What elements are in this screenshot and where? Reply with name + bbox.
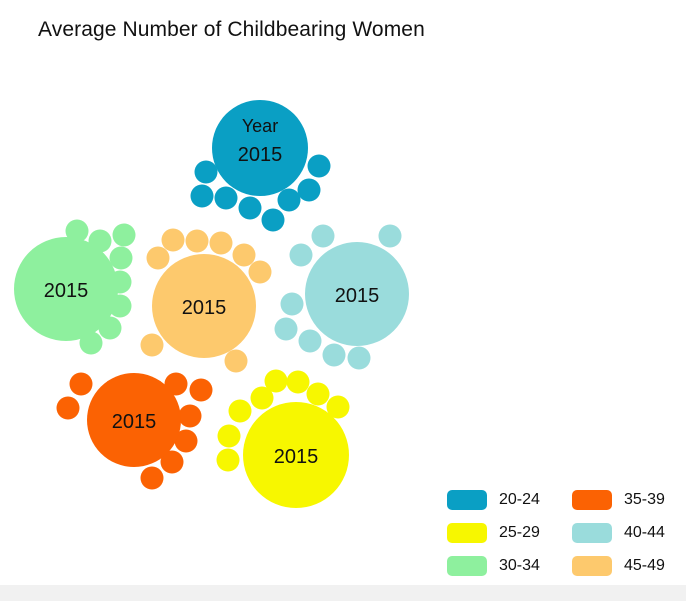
- main-bubble-30-34: [14, 237, 118, 341]
- legend-item-40-44: 40-44: [572, 521, 686, 544]
- bubble-group-25-29: 2015: [216, 369, 350, 508]
- small-bubble: [69, 372, 93, 396]
- legend-label: 35-39: [624, 490, 665, 508]
- small-bubble: [146, 246, 170, 270]
- bubble-year-label: 2015: [335, 285, 380, 307]
- small-bubble: [65, 219, 89, 243]
- main-bubble-25-29: [243, 402, 349, 508]
- legend-item-20-24: 20-24: [447, 488, 572, 511]
- small-bubble: [307, 154, 331, 178]
- small-bubble: [185, 229, 209, 253]
- bubble-year-label: 2015: [274, 446, 319, 468]
- small-bubble: [174, 429, 198, 453]
- small-bubble: [164, 372, 188, 396]
- year-heading-label: Year: [242, 116, 278, 136]
- chart-title: Average Number of Childbearing Women: [38, 18, 425, 41]
- small-bubble: [261, 208, 285, 232]
- legend-label: 25-29: [499, 523, 540, 541]
- small-bubble: [160, 450, 184, 474]
- small-bubble: [112, 223, 136, 247]
- legend-swatch-25-29: [447, 522, 487, 543]
- bubble-group-45-49: 2015: [140, 228, 272, 373]
- small-bubble: [209, 231, 233, 255]
- small-bubble: [277, 188, 301, 212]
- small-bubble: [161, 228, 185, 252]
- small-bubble: [250, 386, 274, 410]
- legend-label: 30-34: [499, 556, 540, 574]
- small-bubble: [306, 382, 330, 406]
- small-bubble: [189, 378, 213, 402]
- small-bubble: [298, 329, 322, 353]
- bubble-year-label: 2015: [44, 280, 89, 302]
- main-bubble-45-49: [152, 254, 256, 358]
- small-bubble: [228, 399, 252, 423]
- bubble-year-label: 2015: [238, 144, 283, 166]
- small-bubble: [274, 317, 298, 341]
- small-bubble: [289, 243, 313, 267]
- legend-swatch-20-24: [447, 489, 487, 510]
- bubble-year-label: 2015: [112, 411, 157, 433]
- small-bubble: [194, 160, 218, 184]
- bubble-group-35-39: 2015: [56, 372, 213, 490]
- small-bubble: [347, 346, 371, 370]
- small-bubble: [322, 343, 346, 367]
- legend-item-35-39: 35-39: [572, 488, 686, 511]
- small-bubble: [238, 196, 262, 220]
- legend-item-30-34: 30-34: [447, 554, 572, 577]
- legend-swatch-35-39: [572, 489, 612, 510]
- small-bubble: [56, 396, 80, 420]
- main-bubble-35-39: [87, 373, 181, 467]
- bubble-year-label: 2015: [182, 297, 227, 319]
- small-bubble: [214, 186, 238, 210]
- small-bubble: [280, 292, 304, 316]
- small-bubble: [311, 224, 335, 248]
- legend: 20-24 35-39 25-29 40-44 30-34 45-49: [447, 488, 686, 577]
- small-bubble: [248, 260, 272, 284]
- bottom-bar: [0, 585, 686, 601]
- legend-item-25-29: 25-29: [447, 521, 572, 544]
- legend-swatch-40-44: [572, 522, 612, 543]
- small-bubble: [217, 424, 241, 448]
- small-bubble: [264, 369, 288, 393]
- small-bubble: [232, 243, 256, 267]
- small-bubble: [190, 184, 214, 208]
- small-bubble: [140, 466, 164, 490]
- small-bubble: [286, 370, 310, 394]
- small-bubble: [224, 349, 248, 373]
- small-bubble: [109, 246, 133, 270]
- bubble-group-40-44: 2015: [274, 224, 409, 370]
- small-bubble: [216, 448, 240, 472]
- small-bubble: [297, 178, 321, 202]
- main-bubble-40-44: [305, 242, 409, 346]
- legend-label: 45-49: [624, 556, 665, 574]
- small-bubble: [140, 333, 164, 357]
- small-bubble: [326, 395, 350, 419]
- small-bubble: [178, 404, 202, 428]
- bubble-group-20-24: 2015 Year: [190, 100, 331, 232]
- legend-label: 40-44: [624, 523, 665, 541]
- main-bubble-20-24: [212, 100, 308, 196]
- legend-label: 20-24: [499, 490, 540, 508]
- bubble-group-30-34: 2015: [14, 219, 136, 355]
- legend-item-45-49: 45-49: [572, 554, 686, 577]
- small-bubble: [378, 224, 402, 248]
- legend-swatch-45-49: [572, 555, 612, 576]
- legend-swatch-30-34: [447, 555, 487, 576]
